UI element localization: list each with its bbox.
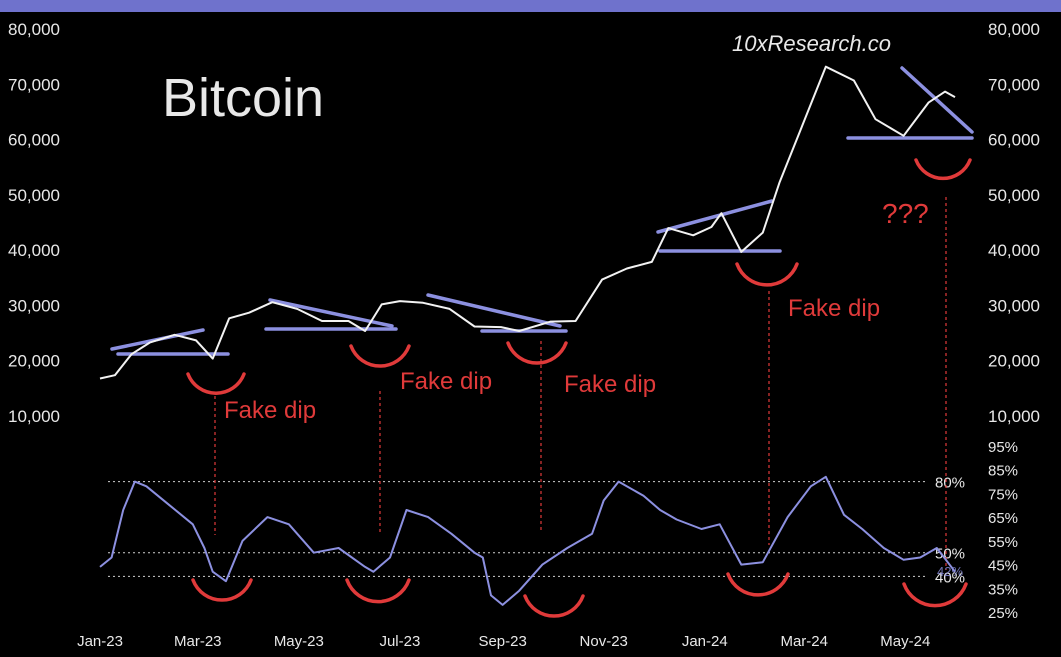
- trendline: [268, 298, 394, 328]
- date-tick: Jul-23: [379, 633, 420, 650]
- price-axis-left: 80,000 70,000 60,000 50,000 40,000 30,000 20,0…: [8, 20, 60, 426]
- percent-axis-right: 95% 85% 75% 65% 55% 45% 35% 25%: [988, 439, 1018, 622]
- price-tick-left: 10,000: [8, 407, 60, 426]
- price-tick-right: 30,000: [988, 296, 1040, 315]
- price-tick-left: 20,000: [8, 352, 60, 371]
- question-label: ???: [882, 198, 929, 229]
- dip-arc: [523, 594, 585, 618]
- top-accent-bar: [0, 0, 1061, 12]
- dip-arc: [186, 372, 246, 395]
- dip-arcs: [186, 158, 972, 618]
- date-tick: May-24: [880, 633, 930, 650]
- dip-guide-lines: [214, 197, 947, 570]
- price-tick-left: 70,000: [8, 75, 60, 94]
- trendline: [656, 199, 774, 234]
- date-tick: Mar-24: [780, 633, 828, 650]
- dip-arc: [914, 158, 972, 181]
- dip-arc: [191, 578, 253, 602]
- annotation-labels: Fake dip Fake dip Fake dip Fake dip???: [224, 198, 929, 424]
- percent-tick: 85%: [988, 463, 1018, 480]
- price-tick-right: 50,000: [988, 186, 1040, 205]
- dip-arc: [349, 344, 411, 368]
- price-tick-right: 10,000: [988, 407, 1040, 426]
- dip-arc: [735, 262, 799, 287]
- dip-arc: [506, 341, 568, 365]
- price-tick-right: 20,000: [988, 352, 1040, 371]
- date-tick: Sep-23: [478, 633, 526, 650]
- price-tick-left: 80,000: [8, 20, 60, 39]
- price-series-line: [99, 65, 956, 380]
- percent-tick: 45%: [988, 558, 1018, 575]
- price-tick-left: 60,000: [8, 131, 60, 150]
- price-tick-left: 40,000: [8, 241, 60, 260]
- price-axis-right: 80,000 70,000 60,000 50,000 40,000 30,000 20,0…: [988, 20, 1040, 426]
- fake-dip-label: Fake dip: [788, 295, 880, 322]
- reference-line-label: 80%: [935, 475, 965, 492]
- price-tick-right: 70,000: [988, 75, 1040, 94]
- percent-tick: 75%: [988, 486, 1018, 503]
- price-tick-right: 60,000: [988, 131, 1040, 150]
- trendline: [900, 66, 974, 134]
- percent-series-line: [99, 475, 956, 606]
- price-tick-right: 80,000: [988, 20, 1040, 39]
- chart-title: Bitcoin: [162, 68, 324, 128]
- date-tick: Jan-23: [77, 633, 123, 650]
- trendline: [426, 293, 562, 328]
- price-tick-left: 50,000: [8, 186, 60, 205]
- price-tick-left: 30,000: [8, 296, 60, 315]
- dip-arc: [345, 578, 411, 604]
- reference-lines: 80% 50% 40%: [108, 475, 965, 586]
- fake-dip-label: Fake dip: [400, 368, 492, 395]
- date-tick: Jan-24: [682, 633, 728, 650]
- watermark-label: 10xResearch.co: [732, 31, 891, 56]
- reference-line-label: 50%: [935, 546, 965, 563]
- pattern-trendlines: [110, 66, 974, 356]
- date-tick: May-23: [274, 633, 324, 650]
- percent-tick: 25%: [988, 605, 1018, 622]
- reference-line-label: 40%: [935, 569, 965, 586]
- date-tick: Mar-23: [174, 633, 222, 650]
- percent-tick: 55%: [988, 534, 1018, 551]
- current-value-label: 42%: [937, 564, 963, 579]
- price-tick-right: 40,000: [988, 241, 1040, 260]
- percent-tick: 35%: [988, 581, 1018, 598]
- percent-tick: 95%: [988, 439, 1018, 456]
- date-tick: Nov-23: [580, 633, 628, 650]
- dip-arc: [726, 572, 790, 597]
- percent-tick: 65%: [988, 510, 1018, 527]
- fake-dip-label: Fake dip: [564, 371, 656, 398]
- date-axis: Jan-23 Mar-23 May-23 Jul-23 Sep-23 Nov-23 Jan-…: [77, 633, 930, 650]
- fake-dip-label: Fake dip: [224, 397, 316, 424]
- dip-arc: [902, 582, 968, 608]
